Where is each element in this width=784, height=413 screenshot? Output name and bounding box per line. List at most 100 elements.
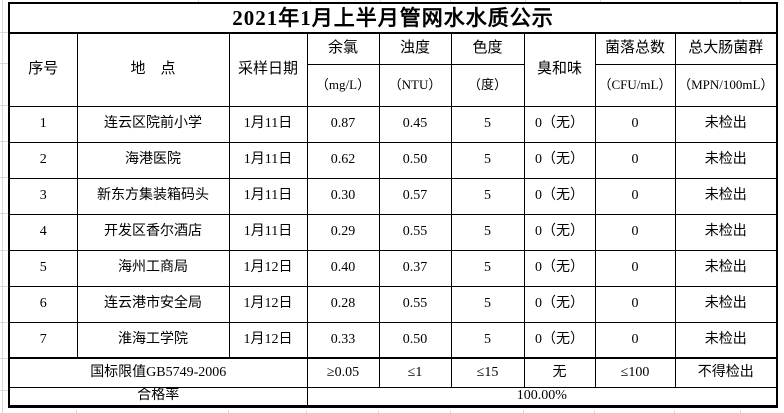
water-quality-table: 2021年1月上半月管网水水质公示 序号 地 点 采样日期 余氯 浊度 色度 臭… — [8, 2, 779, 408]
cell-location: 海港医院 — [76, 141, 230, 179]
cell-colony-count: 0 — [594, 105, 676, 143]
cell-residual-chlorine: 0.29 — [306, 213, 380, 251]
cell-odor-taste: 0（无） — [523, 285, 596, 323]
table-row: 3 新东方集装箱码头 1月11日 0.30 0.57 5 0（无） 0 未检出 — [8, 177, 778, 215]
cell-residual-chlorine: 0.87 — [306, 105, 380, 143]
margin-gridline-tick — [76, 410, 77, 413]
cell-turbidity: 0.45 — [378, 105, 452, 143]
cell-colony-count: 0 — [594, 177, 676, 215]
limit-residual-chlorine: ≥0.05 — [306, 357, 380, 388]
margin-gridline-tick — [740, 410, 741, 413]
header-row-1: 序号 地 点 采样日期 余氯 浊度 色度 臭和味 菌落总数 总大肠菌群 — [8, 32, 778, 107]
margin-gridline-tick — [228, 410, 229, 413]
margin-gridline-tick — [0, 177, 8, 178]
cell-colony-count: 0 — [594, 285, 676, 323]
col-header-colony-count: 菌落总数 — [594, 32, 676, 65]
pass-rate-label: 合格率 — [8, 386, 308, 407]
col-header-chroma: 色度 — [450, 32, 525, 65]
cell-colony-count: 0 — [594, 249, 676, 287]
cell-total-coliform: 未检出 — [674, 141, 778, 179]
cell-chroma: 5 — [450, 105, 525, 143]
cell-odor-taste: 0（无） — [523, 321, 596, 359]
cell-odor-taste: 0（无） — [523, 213, 596, 251]
limit-total-coliform: 不得检出 — [674, 357, 778, 388]
margin-gridline-tick — [594, 410, 595, 413]
cell-location: 海州工商局 — [76, 249, 230, 287]
margin-gridline-tick — [0, 105, 8, 106]
cell-date: 1月11日 — [228, 177, 308, 215]
margin-gridline-tick — [0, 141, 8, 142]
cell-chroma: 5 — [450, 285, 525, 323]
cell-odor-taste: 0（无） — [523, 177, 596, 215]
col-unit-total-coliform: （MPN/100mL） — [674, 63, 778, 107]
cell-location: 连云港市安全局 — [76, 285, 230, 323]
margin-gridline-tick — [0, 358, 8, 359]
col-header-odor-taste: 臭和味 — [523, 32, 596, 107]
cell-no: 6 — [8, 285, 78, 323]
table-row: 2 海港医院 1月11日 0.62 0.50 5 0（无） 0 未检出 — [8, 141, 778, 179]
col-unit-colony-count: （CFU/mL） — [594, 63, 676, 107]
cell-total-coliform: 未检出 — [674, 285, 778, 323]
limit-row: 国标限值GB5749-2006 ≥0.05 ≤1 ≤15 无 ≤100 不得检出 — [8, 357, 778, 388]
pass-rate-value: 100.00% — [306, 386, 778, 407]
col-header-total-coliform: 总大肠菌群 — [674, 32, 778, 65]
cell-date: 1月12日 — [228, 285, 308, 323]
margin-gridline-tick — [0, 390, 8, 391]
margin-gridline-tick — [674, 410, 675, 413]
cell-date: 1月12日 — [228, 321, 308, 359]
col-header-residual-chlorine: 余氯 — [306, 32, 380, 65]
col-unit-turbidity: （NTU） — [378, 63, 452, 107]
cell-turbidity: 0.50 — [378, 141, 452, 179]
limit-chroma: ≤15 — [450, 357, 525, 388]
limit-turbidity: ≤1 — [378, 357, 452, 388]
cell-residual-chlorine: 0.33 — [306, 321, 380, 359]
cell-no: 2 — [8, 141, 78, 179]
table-row: 4 开发区香尔酒店 1月11日 0.29 0.55 5 0（无） 0 未检出 — [8, 213, 778, 251]
cell-date: 1月11日 — [228, 213, 308, 251]
margin-gridline-tick — [523, 410, 524, 413]
margin-gridline-tick — [740, 0, 741, 3]
cell-location: 开发区香尔酒店 — [76, 213, 230, 251]
cell-date: 1月12日 — [228, 249, 308, 287]
margin-gridline-tick — [378, 410, 379, 413]
cell-chroma: 5 — [450, 141, 525, 179]
cell-turbidity: 0.37 — [378, 249, 452, 287]
cell-location: 新东方集装箱码头 — [76, 177, 230, 215]
cell-total-coliform: 未检出 — [674, 321, 778, 359]
cell-odor-taste: 0（无） — [523, 105, 596, 143]
margin-gridline-tick — [0, 286, 8, 287]
limit-row-label: 国标限值GB5749-2006 — [8, 357, 308, 388]
margin-gridline-tick — [450, 0, 451, 3]
col-header-turbidity: 浊度 — [378, 32, 452, 65]
table-row: 1 连云区院前小学 1月11日 0.87 0.45 5 0（无） 0 未检出 — [8, 105, 778, 143]
cell-chroma: 5 — [450, 249, 525, 287]
cell-turbidity: 0.55 — [378, 213, 452, 251]
table-row: 6 连云港市安全局 1月12日 0.28 0.55 5 0（无） 0 未检出 — [8, 285, 778, 323]
margin-gridline-tick — [0, 322, 8, 323]
col-header-date: 采样日期 — [228, 32, 308, 107]
margin-gridline-tick — [306, 410, 307, 413]
cell-no: 4 — [8, 213, 78, 251]
cell-total-coliform: 未检出 — [674, 177, 778, 215]
cell-turbidity: 0.57 — [378, 177, 452, 215]
margin-gridline-tick — [198, 0, 199, 3]
margin-gridline-tick — [310, 0, 311, 3]
cell-colony-count: 0 — [594, 321, 676, 359]
table-body: 1 连云区院前小学 1月11日 0.87 0.45 5 0（无） 0 未检出 2 海港医院 1月11日… — [8, 105, 778, 359]
cell-location: 连云区院前小学 — [76, 105, 230, 143]
col-unit-chroma: （度） — [450, 63, 525, 107]
limit-colony-count: ≤100 — [594, 357, 676, 388]
header-row-2: （mg/L） （NTU） （度） （CFU/mL） （MPN/100mL） — [9, 63, 778, 107]
cell-no: 5 — [8, 249, 78, 287]
cell-chroma: 5 — [450, 213, 525, 251]
cell-turbidity: 0.50 — [378, 321, 452, 359]
cell-residual-chlorine: 0.62 — [306, 141, 380, 179]
limit-odor-taste: 无 — [523, 357, 596, 388]
margin-gridline-tick — [0, 213, 8, 214]
col-header-no: 序号 — [8, 32, 78, 107]
margin-gridline-tick — [0, 63, 8, 64]
cell-chroma: 5 — [450, 177, 525, 215]
col-unit-residual-chlorine: （mg/L） — [306, 63, 380, 107]
cell-location: 淮海工学院 — [76, 321, 230, 359]
